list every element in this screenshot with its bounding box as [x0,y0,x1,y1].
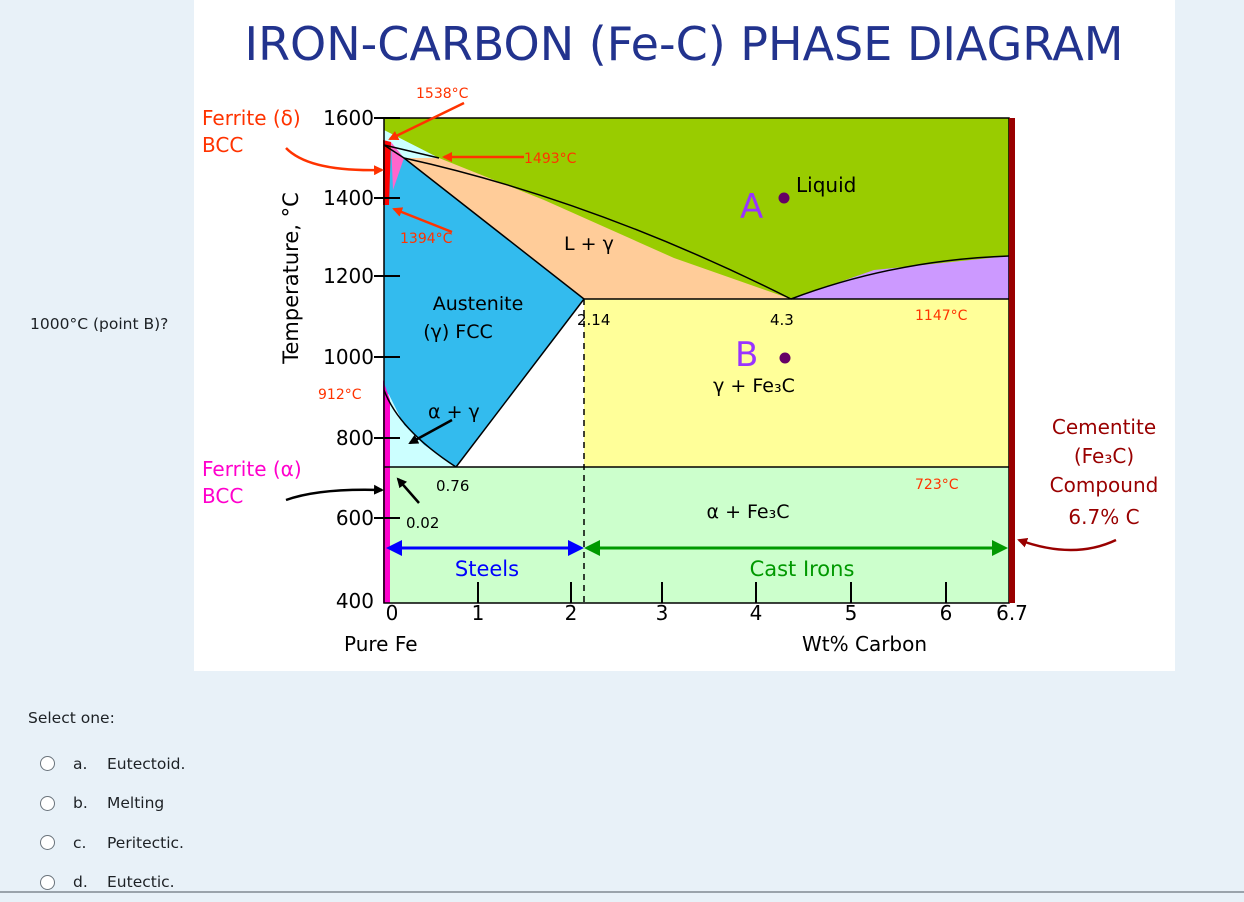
option-label: Eutectoid. [107,755,185,773]
gamma-fe3c-region [584,299,1009,467]
radio-c[interactable] [40,835,55,850]
comp-2-14: 2.14 [577,311,610,329]
phase-diagram-svg: IRON-CARBON (Fe-C) PHASE DIAGRAM 1600 14… [194,0,1175,671]
option-a[interactable]: a. Eutectoid. [40,744,185,784]
x-tick-2: 2 [565,601,578,625]
cementite-labels: Cementite (Fe₃C) Compound 6.7% C [1050,415,1159,529]
l-gamma-label: L + γ [564,233,614,255]
select-one-label: Select one: [28,709,115,727]
y-tick-800: 800 [336,426,374,450]
x-tick-1: 1 [472,601,485,625]
x-tick-0: 0 [386,601,399,625]
option-label: Melting [107,794,164,812]
radio-a[interactable] [40,756,55,771]
ferrite-alpha-label: Ferrite (α) [202,457,302,481]
liquid-label: Liquid [796,173,856,197]
ferrite-delta-label: Ferrite (δ) [202,106,301,130]
comp-0-02: 0.02 [406,514,439,532]
y-tick-1000: 1000 [323,345,374,369]
austenite-label: Austenite [433,293,524,315]
cementite-line-4: 6.7% C [1068,505,1139,529]
option-letter: b. [73,794,107,812]
question-text: 1000°C (point B)? [30,315,168,333]
x-axis-label: Wt% Carbon [802,632,927,656]
x-tick-3: 3 [656,601,669,625]
cementite-line [1009,118,1015,603]
point-a-dot [779,193,790,204]
ferrite-alpha-structure: BCC [202,484,243,508]
x-tick-4: 4 [750,601,763,625]
y-tick-labels: 1600 1400 1200 1000 800 600 400 [323,106,374,613]
y-tick-1600: 1600 [323,106,374,130]
comp-0-76: 0.76 [436,477,469,495]
gamma-fe3c-label: γ + Fe₃C [713,375,795,397]
alpha-fe3c-label: α + Fe₃C [707,501,790,523]
option-letter: a. [73,755,107,773]
temp-912: 912°C [318,387,362,403]
comp-4-3: 4.3 [770,311,794,329]
y-tick-400: 400 [336,589,374,613]
temp-1538: 1538°C [416,86,469,102]
option-label: Peritectic. [107,834,184,852]
option-letter: c. [73,834,107,852]
cementite-line-3: Compound [1050,473,1159,497]
y-tick-600: 600 [336,506,374,530]
point-a-letter: A [740,187,763,227]
point-b-dot [780,353,791,364]
y-axis-label: Temperature, °C [279,192,303,365]
option-b[interactable]: b. Melting [40,784,185,824]
x-tick-6: 6 [940,601,953,625]
temp-1394: 1394°C [400,231,453,247]
cast-irons-label: Cast Irons [750,557,855,581]
temp-1147: 1147°C [915,308,968,324]
x-tick-labels: 0 1 2 3 4 5 6 6.7 [386,601,1028,625]
radio-b[interactable] [40,796,55,811]
steels-label: Steels [455,557,519,581]
alpha-gamma-label: α + γ [428,401,480,423]
temp-723: 723°C [915,477,959,493]
cementite-line-2: (Fe₃C) [1074,444,1134,468]
phase-diagram-figure: IRON-CARBON (Fe-C) PHASE DIAGRAM 1600 14… [194,0,1175,671]
answer-options: a. Eutectoid. b. Melting c. Peritectic. … [40,744,185,902]
y-tick-1400: 1400 [323,186,374,210]
option-label: Eutectic. [107,873,175,891]
bottom-divider [0,891,1244,893]
option-d[interactable]: d. Eutectic. [40,863,185,902]
x-tick-5: 5 [845,601,858,625]
radio-d[interactable] [40,875,55,890]
point-b-letter: B [735,335,758,375]
cementite-line-1: Cementite [1052,415,1156,439]
diagram-title: IRON-CARBON (Fe-C) PHASE DIAGRAM [245,17,1124,71]
ferrite-delta-structure: BCC [202,133,243,157]
x-origin-label: Pure Fe [344,632,418,656]
temp-1493: 1493°C [524,151,577,167]
cementite-arrow [1019,540,1116,550]
option-c[interactable]: c. Peritectic. [40,823,185,863]
austenite-structure: (γ) FCC [423,321,493,343]
option-letter: d. [73,873,107,891]
x-tick-6-7: 6.7 [996,601,1028,625]
y-tick-1200: 1200 [323,264,374,288]
